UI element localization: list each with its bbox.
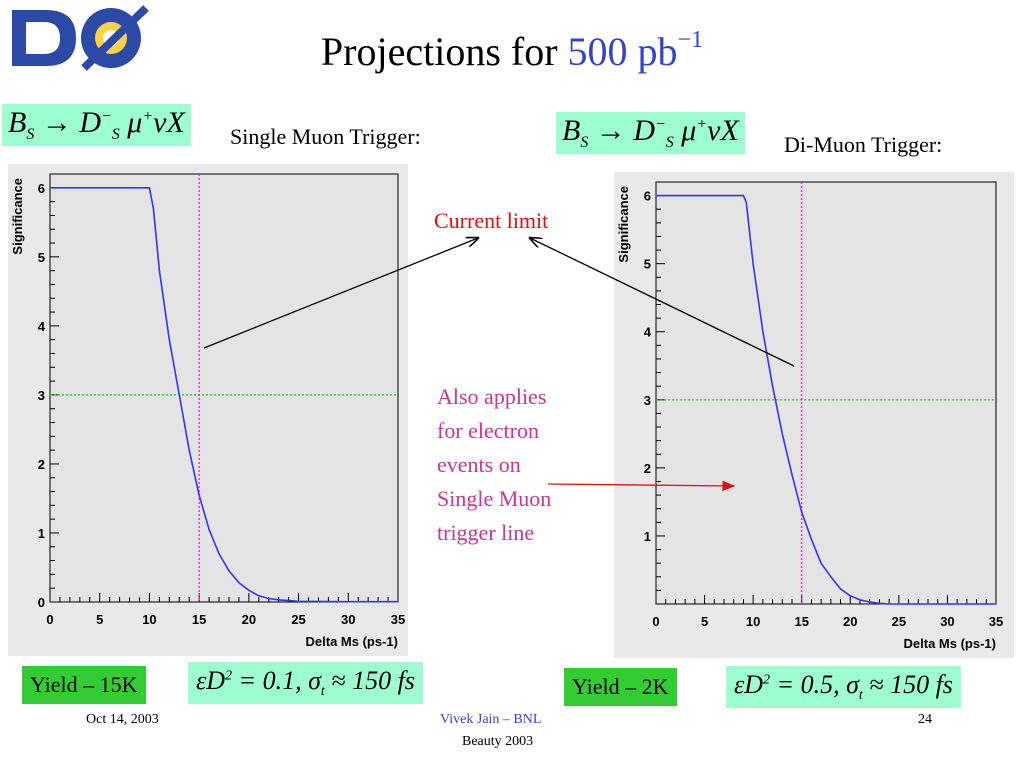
slide-title: Projections for 500 pb−1 — [0, 26, 1024, 75]
x-tick-label: 20 — [242, 612, 256, 627]
x-tick-label: 15 — [794, 614, 808, 629]
di-muon-trigger-label: Di-Muon Trigger: — [784, 132, 943, 157]
y-tick-label: 5 — [38, 250, 45, 265]
yield-right: Yield – 2K — [564, 668, 677, 706]
x-tick-label: 0 — [46, 612, 53, 627]
y-tick-label: 3 — [38, 388, 45, 403]
note-line: Single Muon — [437, 486, 552, 511]
footer-date: Oct 14, 2003 — [86, 712, 159, 727]
title-prefix: Projections for — [320, 29, 568, 74]
y-tick-label: 1 — [38, 526, 45, 541]
d0-logo — [6, 4, 156, 72]
x-axis-label: Delta Ms (ps-1) — [904, 636, 996, 651]
y-tick-label: 4 — [38, 319, 46, 334]
d0-logo-graphic — [12, 5, 149, 71]
y-tick-label: 1 — [644, 529, 651, 544]
y-tick-label: 2 — [38, 457, 45, 472]
note-line: Also applies — [437, 384, 547, 409]
x-tick-label: 30 — [940, 614, 954, 629]
y-axis-label: Significance — [616, 186, 631, 263]
y-axis-label: Significance — [10, 178, 25, 255]
footer-conference: Beauty 2003 — [462, 734, 534, 749]
y-tick-label: 2 — [644, 461, 651, 476]
y-tick-label: 6 — [38, 181, 45, 196]
x-tick-label: 35 — [989, 614, 1003, 629]
footer-page-number: 24 — [918, 712, 932, 727]
x-tick-label: 10 — [746, 614, 760, 629]
decay-formula-right: BS → D−S μ+νX — [556, 112, 745, 154]
decay-formula-left: BS → D−S μ+νX — [2, 104, 191, 146]
significance-curve — [50, 186, 398, 603]
title-value: 500 pb — [567, 29, 678, 74]
y-tick-label: 0 — [38, 595, 45, 610]
x-tick-label: 15 — [192, 612, 206, 627]
y-tick-label: 6 — [644, 189, 651, 204]
plot-frame — [655, 181, 997, 605]
title-exponent: −1 — [677, 26, 704, 53]
equation-left: εD2 = 0.1, σt ≈ 150 fs — [188, 662, 423, 705]
footer-author: Vivek Jain – BNL — [440, 712, 542, 727]
note-line: for electron — [437, 418, 539, 443]
y-tick-label: 5 — [644, 257, 651, 272]
x-axis-label: Delta Ms (ps-1) — [306, 634, 398, 649]
single-muon-trigger-label: Single Muon Trigger: — [230, 124, 421, 149]
chart-left-single-muon: 0 5 10 15 20 25 30 35 0 1 2 3 4 5 6 Delta Ms (ps-1) Sign… — [8, 164, 408, 656]
y-tick-label: 3 — [644, 393, 651, 408]
x-tick-label: 5 — [701, 614, 708, 629]
plot-frame — [49, 173, 399, 603]
chart-right-di-muon: 0 5 10 15 20 25 30 35 1 2 3 4 5 6 Delta Ms (ps-1) Signi… — [614, 172, 1014, 658]
electron-note: Also applies for electron events on Sing… — [437, 380, 607, 550]
yield-left: Yield – 15K — [22, 666, 146, 704]
x-tick-label: 25 — [892, 614, 906, 629]
x-tick-label: 35 — [391, 612, 405, 627]
x-tick-label: 25 — [291, 612, 305, 627]
equation-right: εD2 = 0.5, σt ≈ 150 fs — [726, 666, 961, 709]
y-tick-label: 4 — [644, 325, 652, 340]
note-line: trigger line — [437, 520, 535, 545]
x-tick-label: 30 — [341, 612, 355, 627]
x-tick-label: 0 — [652, 614, 659, 629]
x-tick-label: 20 — [843, 614, 857, 629]
x-tick-label: 10 — [142, 612, 156, 627]
note-line: events on — [437, 452, 521, 477]
current-limit-annotation: Current limit — [434, 208, 549, 233]
x-tick-label: 5 — [96, 612, 103, 627]
